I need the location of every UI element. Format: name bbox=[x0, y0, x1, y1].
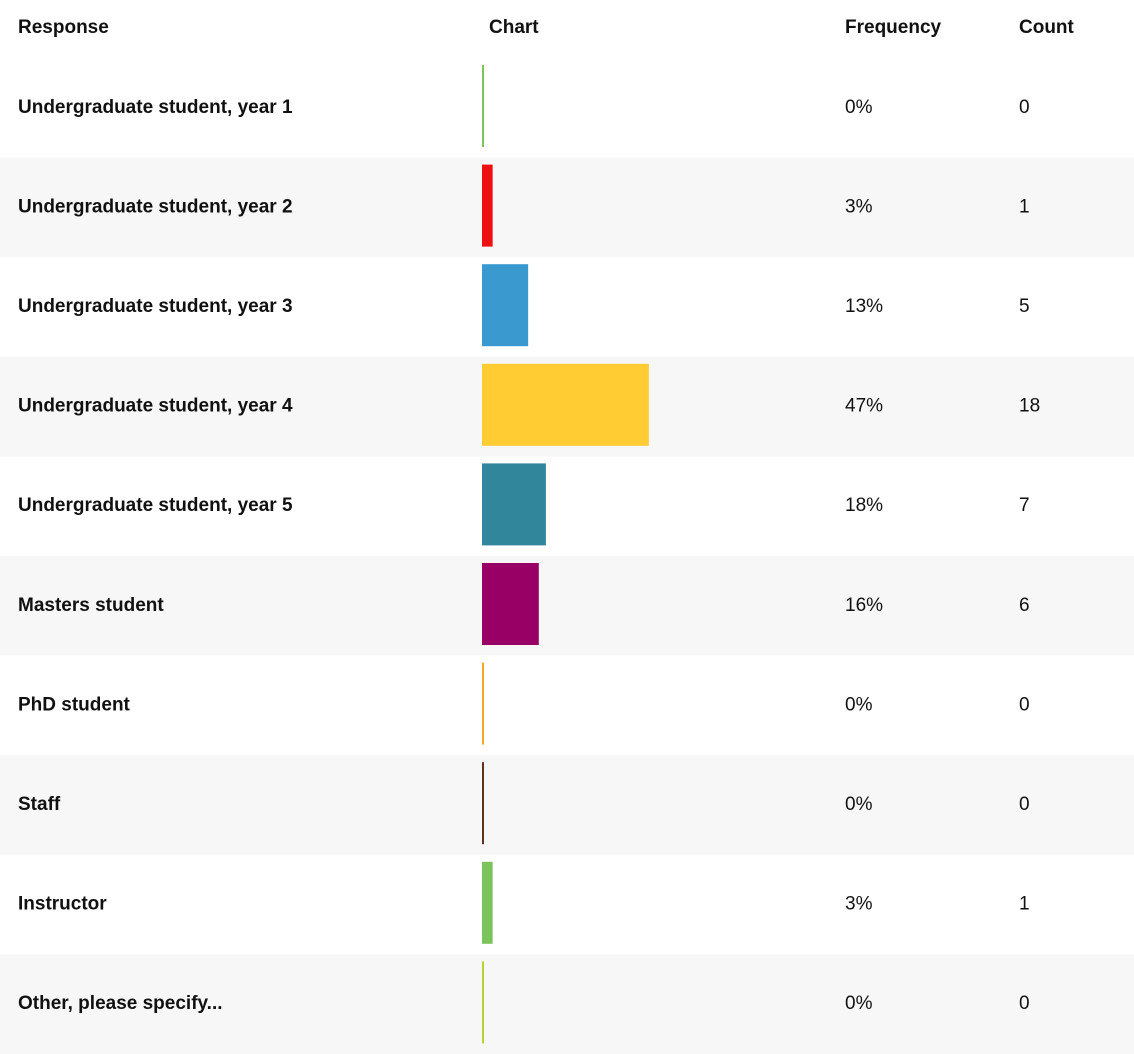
bar bbox=[482, 164, 493, 247]
row-background bbox=[0, 755, 1134, 855]
response-label: Instructor bbox=[18, 894, 107, 915]
count-label: 5 bbox=[1019, 296, 1030, 317]
column-header: Chart bbox=[489, 17, 539, 38]
frequency-label: 0% bbox=[845, 794, 873, 815]
response-label: Other, please specify... bbox=[18, 993, 223, 1014]
count-label: 0 bbox=[1019, 794, 1030, 815]
frequency-label: 0% bbox=[845, 694, 873, 715]
frequency-label: 16% bbox=[845, 595, 883, 616]
column-header: Response bbox=[18, 17, 109, 38]
column-header: Frequency bbox=[845, 17, 942, 38]
row-backgrounds bbox=[0, 157, 1134, 1054]
response-label: Staff bbox=[18, 794, 61, 815]
frequency-label: 0% bbox=[845, 993, 873, 1014]
frequency-label: 0% bbox=[845, 97, 873, 118]
count-label: 0 bbox=[1019, 993, 1030, 1014]
bar bbox=[482, 961, 484, 1044]
bar bbox=[482, 463, 546, 546]
count-label: 18 bbox=[1019, 396, 1040, 417]
bar bbox=[482, 363, 649, 446]
count-label: 0 bbox=[1019, 97, 1030, 118]
bar bbox=[482, 563, 539, 645]
frequency-label: 47% bbox=[845, 396, 883, 417]
count-label: 7 bbox=[1019, 495, 1030, 516]
frequency-label: 18% bbox=[845, 495, 883, 516]
row-background bbox=[0, 954, 1134, 1054]
frequency-label: 3% bbox=[845, 196, 873, 217]
response-label: Undergraduate student, year 3 bbox=[18, 296, 293, 317]
response-label: Undergraduate student, year 4 bbox=[18, 396, 293, 417]
row-background bbox=[0, 556, 1134, 656]
bar bbox=[482, 65, 484, 147]
frequency-label: 3% bbox=[845, 894, 873, 915]
response-label: Undergraduate student, year 1 bbox=[18, 97, 293, 118]
bar bbox=[482, 861, 493, 944]
column-header: Count bbox=[1019, 17, 1075, 38]
count-label: 6 bbox=[1019, 595, 1030, 616]
count-label: 0 bbox=[1019, 694, 1030, 715]
count-label: 1 bbox=[1019, 196, 1030, 217]
response-label: Masters student bbox=[18, 595, 164, 616]
row-background bbox=[0, 157, 1134, 258]
frequency-label: 13% bbox=[845, 296, 883, 317]
response-label: PhD student bbox=[18, 694, 131, 715]
bar bbox=[482, 762, 484, 845]
count-label: 1 bbox=[1019, 894, 1030, 915]
response-label: Undergraduate student, year 5 bbox=[18, 495, 293, 516]
bar bbox=[482, 662, 484, 745]
bar bbox=[482, 264, 529, 347]
response-label: Undergraduate student, year 2 bbox=[18, 196, 293, 217]
